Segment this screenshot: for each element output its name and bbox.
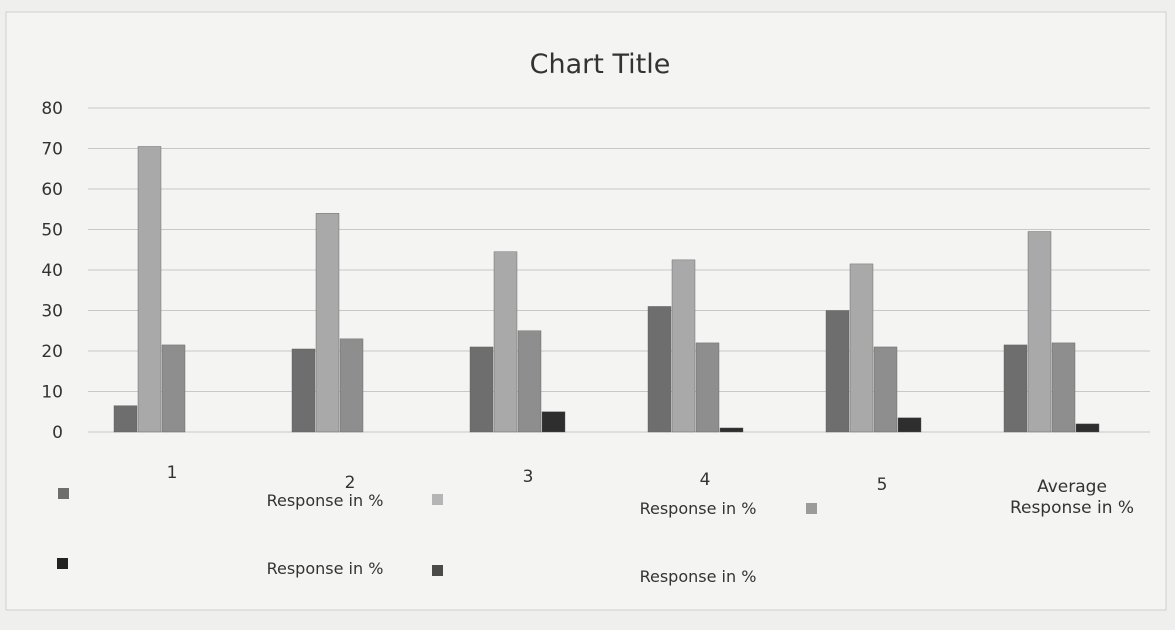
x-tick-label: Average Response in % xyxy=(1010,477,1134,518)
legend: Response in % Response in % Response in % R… xyxy=(57,488,817,586)
y-axis-ticks: 0 10 20 30 40 50 60 70 80 xyxy=(41,99,63,443)
bar-series-2-cat-6 xyxy=(1027,231,1052,433)
y-tick-label: 70 xyxy=(41,140,63,160)
legend-swatch xyxy=(432,565,443,576)
bar-series-4-cat-5 xyxy=(897,417,922,433)
legend-label: Response in % xyxy=(267,559,384,578)
y-tick-label: 20 xyxy=(41,342,63,362)
bar-series-3-cat-2 xyxy=(339,338,364,433)
gridlines xyxy=(88,107,1150,433)
bar-series-3-cat-5 xyxy=(873,346,898,433)
bar-series-1-cat-2 xyxy=(291,348,316,433)
legend-swatch xyxy=(57,558,68,569)
bar-series-2-cat-1 xyxy=(137,146,162,433)
x-tick-label: 1 xyxy=(167,463,178,483)
legend-label: Response in % xyxy=(640,567,757,586)
legend-swatch xyxy=(58,488,69,499)
bar-series-2-cat-2 xyxy=(315,213,340,433)
bar-series-4-cat-6 xyxy=(1075,423,1100,433)
x-tick-label: 3 xyxy=(523,467,534,487)
bar-series-3-cat-4 xyxy=(695,342,720,433)
bar-series-1-cat-6 xyxy=(1003,344,1028,433)
bar-series-1-cat-4 xyxy=(647,306,672,433)
legend-label: Response in % xyxy=(640,499,757,518)
bar-series-2-cat-3 xyxy=(493,251,518,433)
y-tick-label: 30 xyxy=(41,302,63,322)
bar-series-1-cat-3 xyxy=(469,346,494,433)
y-tick-label: 60 xyxy=(41,180,63,200)
bar-series-2-cat-5 xyxy=(849,263,874,433)
bar-series-2-cat-4 xyxy=(671,259,696,433)
y-tick-label: 80 xyxy=(41,99,63,119)
y-tick-label: 40 xyxy=(41,261,63,281)
bar-series-4-cat-3 xyxy=(541,411,566,433)
legend-swatch xyxy=(806,503,817,514)
x-axis-ticks: 1 2 3 4 5 Average Response in % xyxy=(167,463,1134,518)
legend-swatch xyxy=(432,494,443,505)
bar-series-1-cat-5 xyxy=(825,310,850,433)
x-tick-label: 4 xyxy=(700,470,711,490)
x-tick-label: 5 xyxy=(877,475,888,495)
y-tick-label: 10 xyxy=(41,383,63,403)
x-tick-label: 2 xyxy=(345,473,356,493)
legend-label: Response in % xyxy=(267,491,384,510)
chart-title: Chart Title xyxy=(530,49,671,80)
bars xyxy=(113,146,1100,433)
y-tick-label: 50 xyxy=(41,221,63,241)
bar-series-3-cat-3 xyxy=(517,330,542,433)
bar-series-3-cat-1 xyxy=(161,344,186,433)
bar-series-3-cat-6 xyxy=(1051,342,1076,433)
bar-series-1-cat-1 xyxy=(113,405,138,433)
y-tick-label: 0 xyxy=(52,423,63,443)
bar-series-4-cat-4 xyxy=(719,427,744,433)
